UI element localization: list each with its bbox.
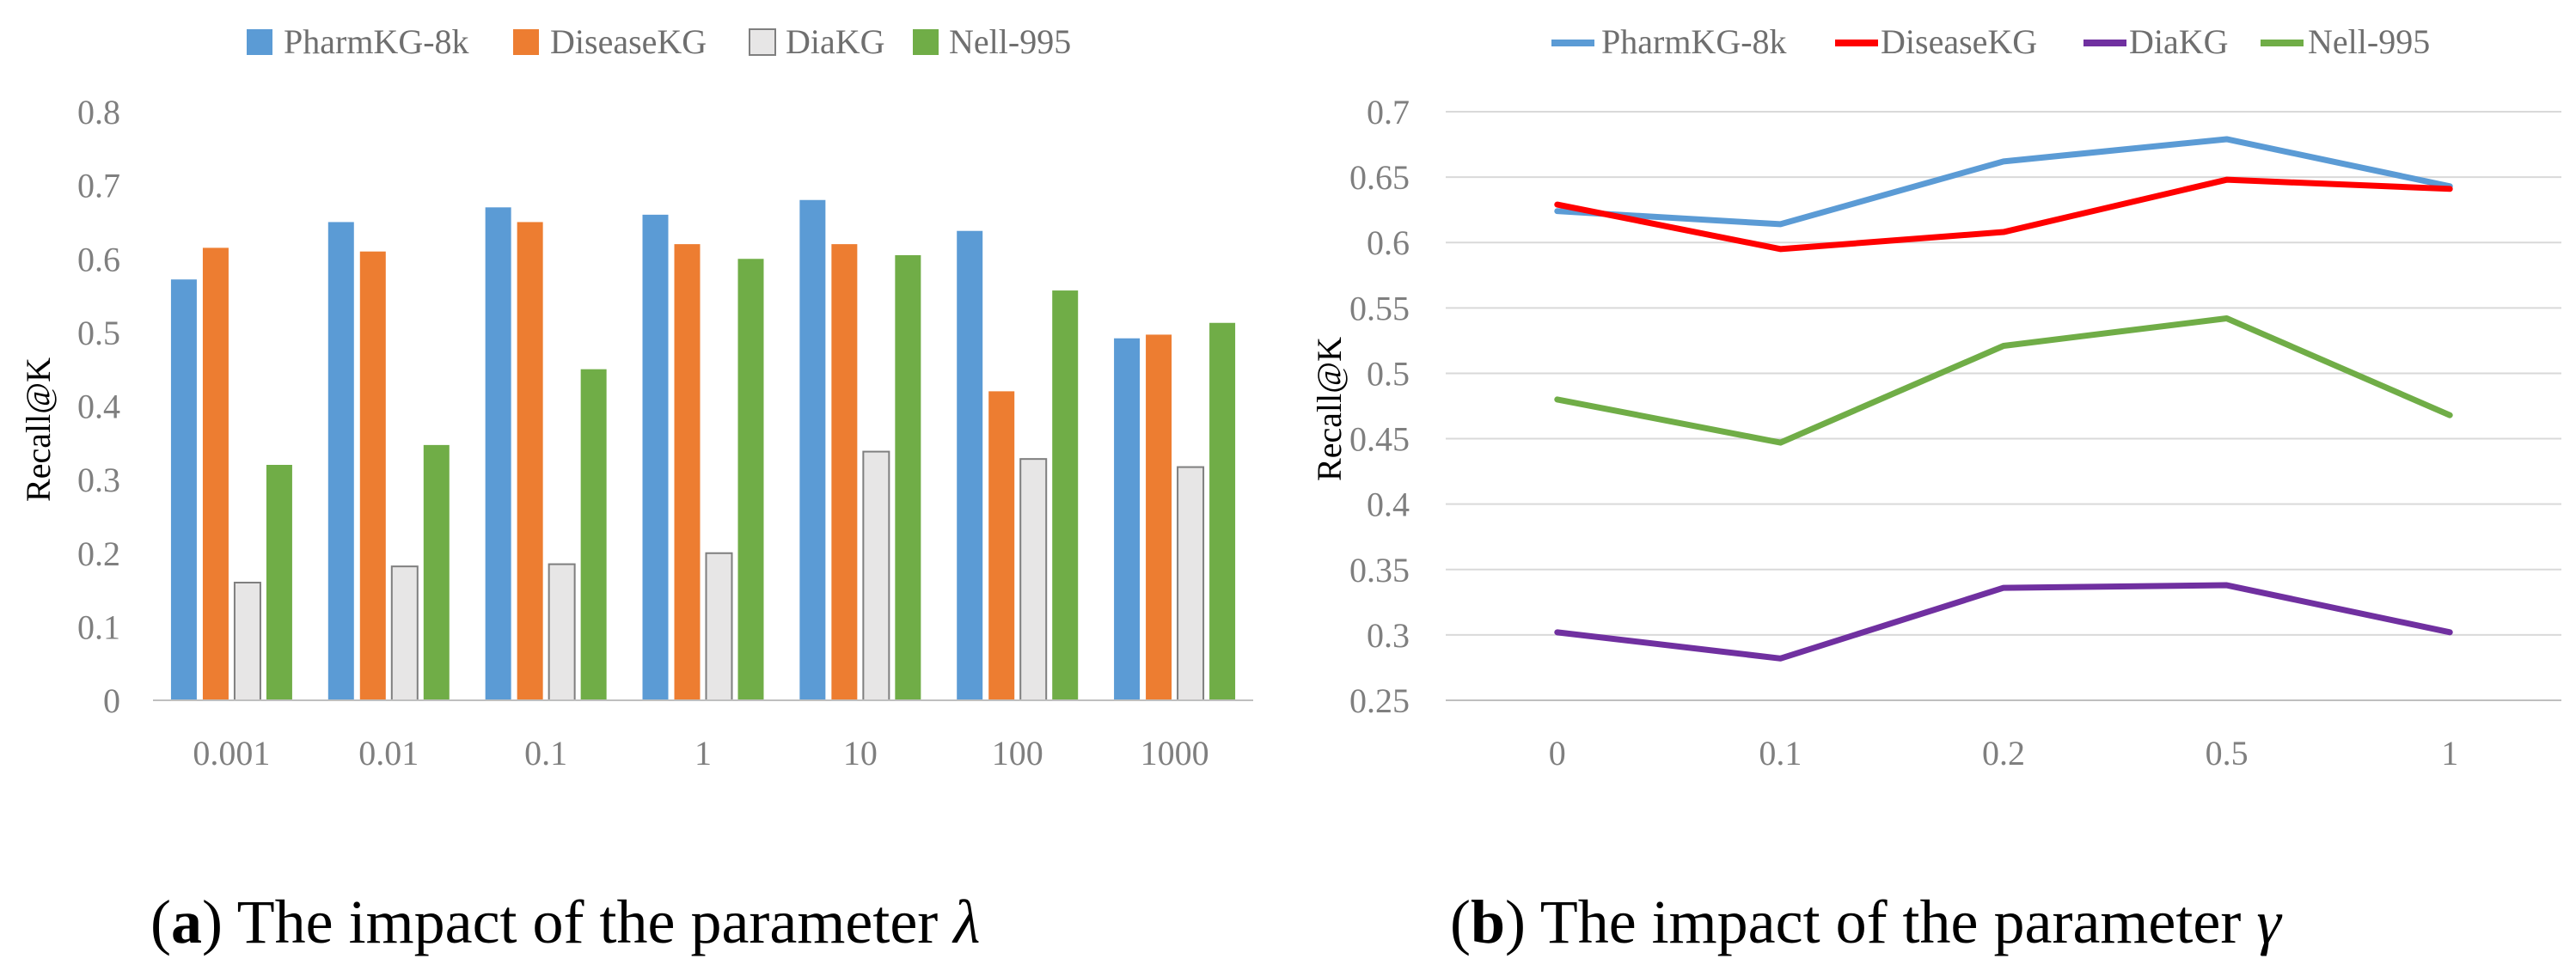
legend-swatch-pharmkg — [247, 29, 272, 55]
line-y-tick-label: 0.55 — [1349, 289, 1410, 327]
bar-pharmkg — [327, 222, 354, 700]
legend-label-nell: Nell-995 — [949, 22, 1071, 61]
line-y-tick-label: 0.7 — [1367, 93, 1410, 131]
bar-diakg — [548, 563, 576, 701]
bar-diseasekg — [674, 244, 701, 700]
line-chart-gridlines — [1446, 111, 2561, 701]
bar-diakg — [233, 582, 261, 701]
caption-b-text: The impact of the parameter — [1526, 888, 2256, 956]
line-chart-series — [1554, 136, 2453, 662]
bar-chart-y-axis-label: Recall@K — [19, 357, 58, 502]
bar-chart-bars — [170, 199, 1236, 702]
line-x-tick-label: 0 — [1549, 734, 1566, 772]
legend-label-diseasekg: DiseaseKG — [1881, 22, 2037, 61]
line-y-tick-label: 0.35 — [1349, 551, 1410, 589]
legend-label-nell: Nell-995 — [2308, 22, 2430, 61]
caption-a-label: a — [171, 888, 202, 956]
bar-diakg — [390, 565, 419, 701]
line-y-tick-label: 0.5 — [1367, 354, 1410, 393]
caption-b: (b) The impact of the parameter γ — [1450, 888, 2282, 956]
bar-diseasekg — [517, 222, 543, 700]
bar-y-tick-label: 0.4 — [77, 388, 120, 426]
bar-x-tick-label: 10 — [843, 734, 878, 772]
line-chart-legend: PharmKG-8k DiseaseKG DiaKG Nell-995 — [1551, 22, 2430, 61]
line-y-tick-label: 0.45 — [1349, 420, 1410, 459]
bar-x-tick-label: 100 — [992, 734, 1043, 772]
bar-diseasekg — [988, 391, 1015, 700]
line-y-tick-label: 0.25 — [1349, 681, 1410, 720]
bar-y-tick-label: 0.7 — [77, 167, 120, 205]
line-y-tick-label: 0.6 — [1367, 223, 1410, 262]
bar-y-tick-label: 0.3 — [77, 461, 120, 499]
bar-x-tick-label: 1000 — [1141, 734, 1209, 772]
line-x-tick-label: 0.1 — [1759, 734, 1802, 772]
line-series-nell — [1554, 315, 2453, 446]
bar-diseasekg — [359, 251, 386, 700]
bar-diakg — [705, 552, 733, 701]
bar-diseasekg — [202, 247, 229, 700]
bar-nell — [737, 259, 764, 700]
bar-x-tick-label: 0.001 — [193, 734, 270, 772]
bar-nell — [1209, 322, 1236, 700]
bar-y-tick-label: 0.1 — [77, 608, 120, 646]
bar-nell — [895, 254, 921, 700]
legend-label-pharmkg: PharmKG-8k — [1601, 22, 1787, 61]
bar-nell — [423, 444, 450, 700]
bar-x-tick-label: 0.1 — [524, 734, 567, 772]
caption-a-symbol: λ — [951, 888, 980, 956]
bar-diakg — [1019, 458, 1048, 702]
line-chart-x-ticks: 0 0.1 0.2 0.5 1 — [1549, 734, 2458, 772]
bar-y-tick-label: 0.6 — [77, 240, 120, 278]
caption-a-text: The impact of the parameter — [223, 888, 953, 956]
line-x-tick-label: 0.5 — [2206, 734, 2249, 772]
bar-y-tick-label: 0 — [103, 681, 120, 720]
bar-pharmkg — [485, 207, 511, 700]
line-series-pharmkg — [1554, 136, 2453, 228]
bar-diakg — [1177, 466, 1205, 701]
bar-y-tick-label: 0.5 — [77, 314, 120, 352]
bar-pharmkg — [799, 199, 826, 700]
legend-swatch-diakg — [749, 28, 776, 56]
line-x-tick-label: 0.2 — [1982, 734, 2025, 772]
legend-label-diakg: DiaKG — [2129, 22, 2229, 61]
legend-label-diseasekg: DiseaseKG — [550, 22, 707, 61]
bar-y-tick-label: 0.8 — [77, 93, 120, 131]
line-chart-y-axis-label: Recall@K — [1310, 337, 1349, 481]
bar-pharmkg — [957, 230, 983, 700]
line-chart-y-ticks: 0.25 0.3 0.35 0.4 0.45 0.5 0.55 0.6 0.65 0.7 — [1349, 93, 1410, 720]
bar-chart-legend: PharmKG-8k DiseaseKG DiaKG Nell-995 — [247, 22, 1071, 61]
bar-diseasekg — [831, 244, 858, 700]
bar-x-tick-label: 1 — [694, 734, 712, 772]
legend-swatch-nell — [913, 29, 939, 55]
line-y-tick-label: 0.4 — [1367, 485, 1410, 524]
bar-nell — [266, 465, 292, 700]
bar-chart-x-ticks: 0.001 0.01 0.1 1 10 100 1000 — [193, 734, 1208, 772]
caption-b-symbol: γ — [2256, 888, 2282, 956]
bar-pharmkg — [642, 214, 669, 700]
legend-label-diakg: DiaKG — [786, 22, 885, 61]
bar-chart: PharmKG-8k DiseaseKG DiaKG Nell-995 Reca… — [19, 22, 1253, 772]
line-chart: PharmKG-8k DiseaseKG DiaKG Nell-995 Reca… — [1310, 22, 2561, 772]
line-series-diakg — [1554, 582, 2453, 662]
bar-diseasekg — [1146, 334, 1172, 700]
line-x-tick-label: 1 — [2441, 734, 2458, 772]
caption-a: (a) The impact of the parameter λ — [150, 888, 980, 956]
line-series-diseasekg — [1554, 176, 2453, 253]
line-y-tick-label: 0.65 — [1349, 158, 1410, 197]
legend-swatch-diseasekg — [513, 29, 539, 55]
bar-diakg — [862, 450, 890, 702]
bar-nell — [580, 369, 607, 700]
caption-b-label: b — [1471, 888, 1505, 956]
bar-pharmkg — [170, 279, 197, 700]
legend-label-pharmkg: PharmKG-8k — [284, 22, 469, 61]
bar-pharmkg — [1114, 338, 1141, 700]
bar-chart-y-ticks: 0 0.1 0.2 0.3 0.4 0.5 0.6 0.7 0.8 — [77, 93, 120, 720]
bar-y-tick-label: 0.2 — [77, 534, 120, 573]
bar-nell — [1052, 290, 1079, 700]
line-y-tick-label: 0.3 — [1367, 616, 1410, 655]
bar-x-tick-label: 0.01 — [358, 734, 419, 772]
